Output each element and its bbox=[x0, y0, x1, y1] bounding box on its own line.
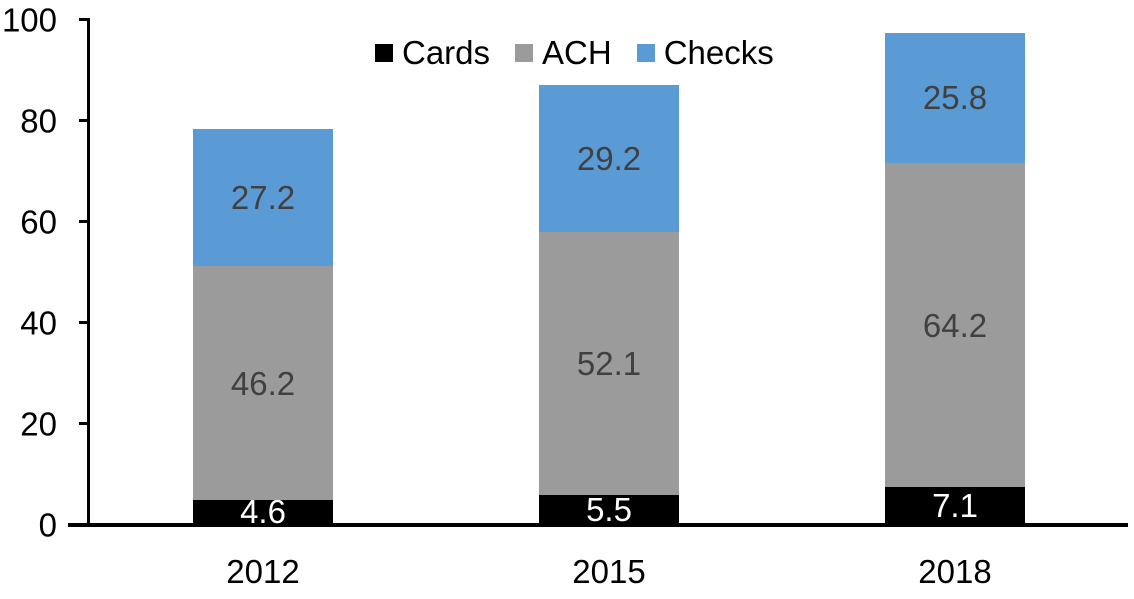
x-axis-line bbox=[68, 523, 1128, 527]
y-tick-mark-20 bbox=[79, 422, 88, 425]
legend-item-cards: Cards bbox=[375, 34, 490, 72]
bar-segment-checks-2012: 27.2 bbox=[193, 129, 333, 267]
x-axis-label-2012: 2012 bbox=[226, 553, 300, 590]
y-tick-label-40: 40 bbox=[20, 304, 57, 341]
value-label-checks-2015: 29.2 bbox=[576, 139, 642, 177]
value-label-ach-2012: 46.2 bbox=[230, 364, 296, 402]
y-tick-label-20: 20 bbox=[20, 405, 57, 442]
bar-segment-cards-2015: 5.5 bbox=[539, 490, 679, 528]
y-tick-mark-100 bbox=[79, 18, 88, 21]
legend-label-checks: Checks bbox=[663, 34, 774, 71]
value-label-checks-2018: 25.8 bbox=[922, 79, 988, 117]
value-label-cards-2012: 4.6 bbox=[240, 492, 286, 530]
y-tick-mark-40 bbox=[79, 321, 88, 324]
bar-segment-cards-2012: 4.6 bbox=[193, 495, 333, 528]
legend-item-ach: ACH bbox=[515, 34, 612, 72]
value-label-cards-2018: 7.1 bbox=[932, 486, 978, 524]
value-label-checks-2012: 27.2 bbox=[230, 179, 296, 217]
value-label-ach-2018: 64.2 bbox=[922, 306, 988, 344]
x-axis-label-2015: 2015 bbox=[572, 553, 646, 590]
bar-segment-cards-2018: 7.1 bbox=[885, 487, 1025, 523]
bar-segment-ach-2012: 46.2 bbox=[193, 266, 333, 500]
bar-segment-ach-2018: 64.2 bbox=[885, 162, 1025, 488]
y-tick-label-80: 80 bbox=[20, 102, 57, 139]
bar-segment-ach-2015: 52.1 bbox=[539, 232, 679, 496]
legend-swatch-cards-icon bbox=[375, 44, 393, 62]
y-axis-line bbox=[87, 18, 90, 527]
chart-legend: Cards ACH Checks bbox=[375, 34, 774, 72]
bar-segment-checks-2015: 29.2 bbox=[539, 84, 679, 233]
legend-item-checks: Checks bbox=[636, 34, 774, 72]
legend-label-cards: Cards bbox=[402, 34, 491, 71]
bar-segment-checks-2018: 25.8 bbox=[885, 32, 1025, 163]
value-label-cards-2015: 5.5 bbox=[586, 490, 632, 528]
y-tick-mark-80 bbox=[79, 119, 88, 122]
y-tick-label-100: 100 bbox=[1, 1, 57, 38]
y-tick-label-60: 60 bbox=[20, 203, 57, 240]
x-axis-label-2018: 2018 bbox=[918, 553, 992, 590]
legend-swatch-ach-icon bbox=[515, 44, 534, 62]
y-tick-mark-60 bbox=[79, 220, 88, 223]
legend-swatch-checks-icon bbox=[636, 44, 655, 62]
value-label-ach-2015: 52.1 bbox=[576, 345, 642, 383]
legend-label-ach: ACH bbox=[542, 34, 612, 71]
y-tick-label-0: 0 bbox=[38, 506, 57, 543]
